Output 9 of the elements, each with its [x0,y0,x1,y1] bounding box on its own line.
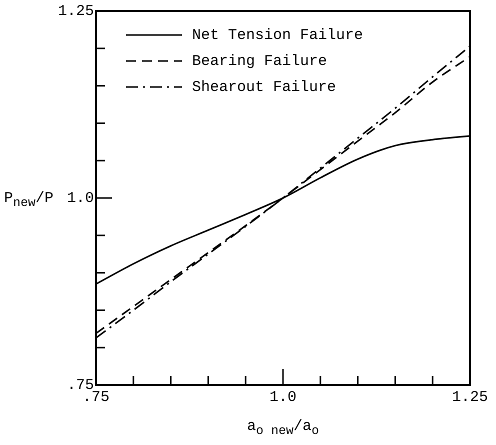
x-tick-label: 1.0 [269,388,297,406]
legend-label: Shearout Failure [192,78,336,96]
legend-label: Net Tension Failure [192,26,364,44]
y-tick-label: 1.0 [66,190,94,207]
x-tick-label: 1.25 [452,388,488,406]
y-tick-label: 1.25 [58,2,94,20]
y-axis-title: P$_{new}$/P [4,190,54,210]
x-axis-title: a$_{o new}$/a$_{o}$ [246,418,320,438]
legend-label: Bearing Failure [192,52,328,70]
